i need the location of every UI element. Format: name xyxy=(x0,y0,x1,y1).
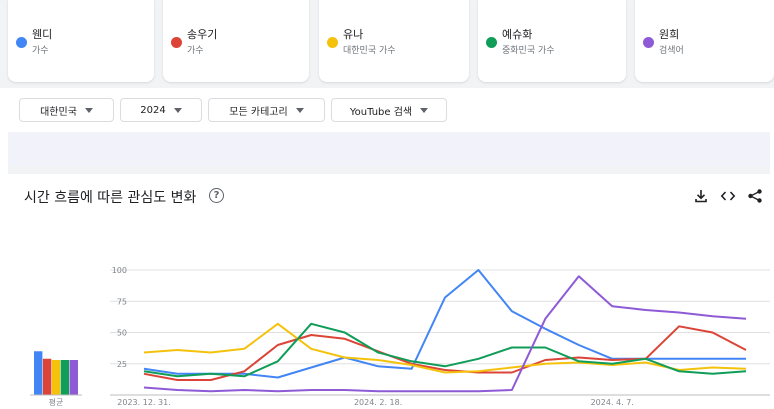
y-tick-labels: 25 50 75 100 xyxy=(112,266,127,369)
term-type: 중화민국 가수 xyxy=(502,46,555,56)
chart-grid xyxy=(110,269,770,396)
x-tick-label: 2023. 12. 31. xyxy=(117,398,170,407)
term-name: 유나 xyxy=(343,28,364,41)
year-select[interactable]: 2024 xyxy=(120,98,202,122)
term-type: 가수 xyxy=(187,46,204,56)
download-icon[interactable] xyxy=(693,188,709,204)
term-card-yuna[interactable]: 유나 대한민국 가수 xyxy=(319,0,469,82)
term-card-songugi[interactable]: 송우기 가수 xyxy=(163,0,309,82)
average-label: 평균 xyxy=(49,397,64,407)
region-select[interactable]: 대한민국 xyxy=(19,98,114,122)
series-line xyxy=(143,322,747,374)
term-card-yeshuhua[interactable]: 예슈화 중화민국 가수 xyxy=(478,0,626,82)
chevron-down-icon xyxy=(84,107,93,113)
section-divider xyxy=(8,166,770,174)
term-color-dot xyxy=(16,37,27,48)
average-bar xyxy=(42,358,52,395)
category-select[interactable]: 모든 카테고리 xyxy=(208,98,325,122)
term-type: 가수 xyxy=(32,46,49,56)
average-bar xyxy=(34,351,43,395)
average-bar xyxy=(51,360,61,395)
term-type: 대한민국 가수 xyxy=(343,46,396,56)
average-bars xyxy=(30,351,82,396)
banner-strip xyxy=(8,132,770,166)
chevron-down-icon xyxy=(173,107,182,113)
term-color-dot xyxy=(486,37,497,48)
chevron-down-icon xyxy=(420,107,429,113)
category-select-label: 모든 카테고리 xyxy=(229,106,288,118)
search-type-select[interactable]: YouTube 검색 xyxy=(331,98,447,122)
term-card-wonhee[interactable]: 원희 검색어 xyxy=(635,0,774,82)
series-line xyxy=(143,275,747,393)
x-tick-label: 2024. 2. 18. xyxy=(354,398,402,407)
term-name: 예슈화 xyxy=(502,28,533,41)
term-name: 송우기 xyxy=(187,28,218,41)
y-tick-label: 75 xyxy=(117,297,127,306)
term-color-dot xyxy=(171,37,182,48)
series-lines xyxy=(143,269,747,393)
term-name: 원희 xyxy=(659,28,680,41)
share-icon[interactable] xyxy=(747,188,763,204)
term-color-dot xyxy=(327,37,338,48)
year-select-label: 2024 xyxy=(140,104,166,116)
term-card-wendy[interactable]: 웬디 가수 xyxy=(8,0,154,82)
help-circle-icon[interactable]: ? xyxy=(209,188,224,203)
code-icon[interactable] xyxy=(720,188,736,204)
average-bar xyxy=(60,360,70,395)
x-tick-label: 2024. 4. 7. xyxy=(591,398,634,407)
average-bar xyxy=(69,360,78,395)
section-title: 시간 흐름에 따른 관심도 변화 xyxy=(24,190,197,206)
region-select-label: 대한민국 xyxy=(40,106,77,118)
term-name: 웬디 xyxy=(32,28,53,41)
search-terms-band: 웬디 가수 송우기 가수 유나 대한민국 가수 예슈화 중화민국 가수 원희 검… xyxy=(0,0,774,88)
search-type-select-label: YouTube 검색 xyxy=(349,106,413,118)
y-tick-label: 25 xyxy=(117,360,127,369)
series-line xyxy=(143,322,747,378)
chevron-down-icon xyxy=(295,107,304,113)
y-tick-label: 50 xyxy=(117,329,127,338)
term-color-dot xyxy=(643,37,654,48)
y-tick-label: 100 xyxy=(112,266,127,275)
series-line xyxy=(143,269,746,379)
term-type: 검색어 xyxy=(659,46,684,56)
filter-bar: 대한민국 2024 모든 카테고리 YouTube 검색 xyxy=(0,88,774,132)
x-tick-labels: 2023. 12. 31. 2024. 2. 18. 2024. 4. 7. xyxy=(117,398,634,407)
